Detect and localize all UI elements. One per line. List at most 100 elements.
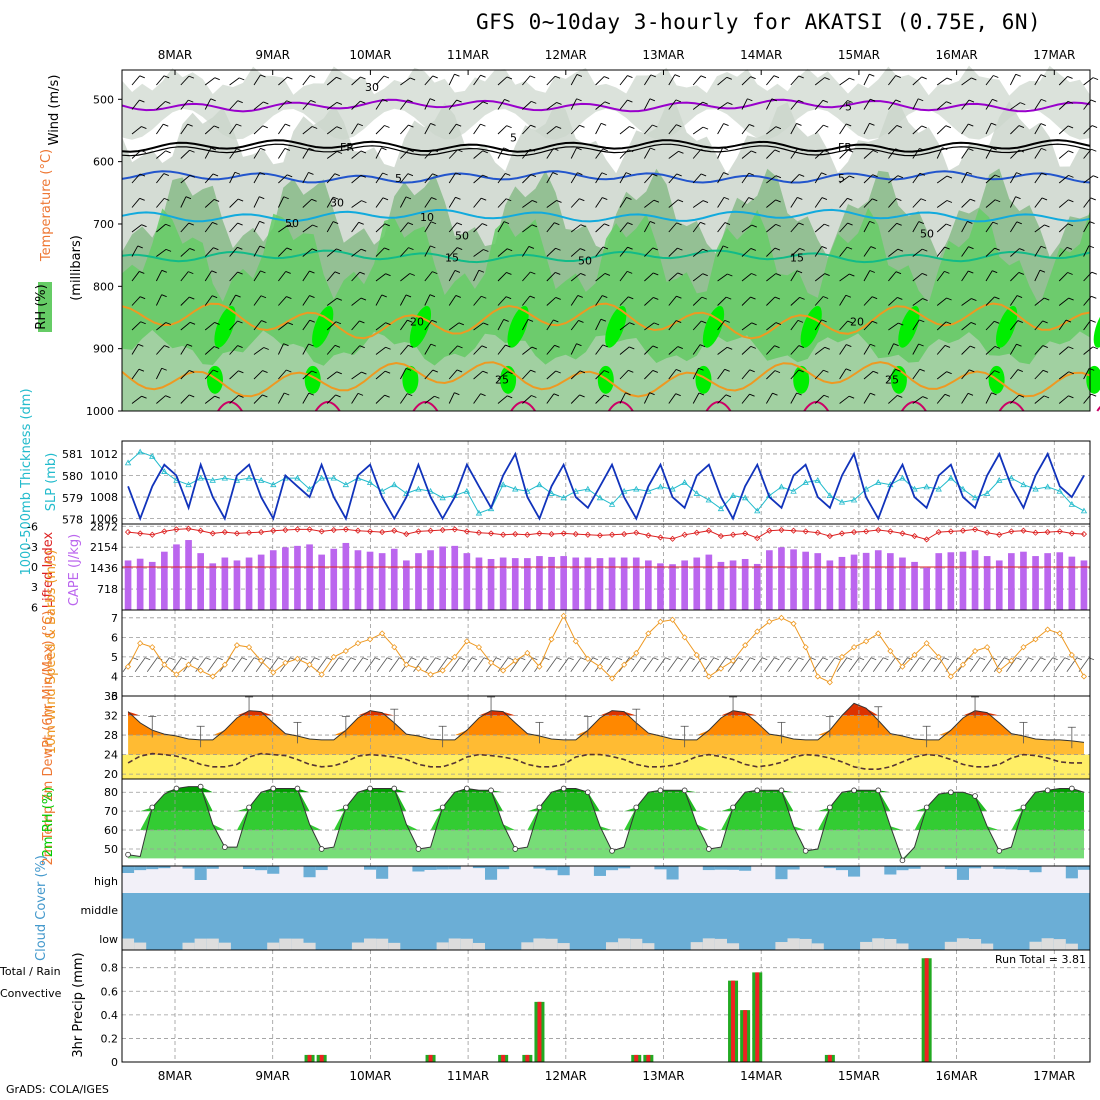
thickness-point: [1008, 474, 1015, 481]
li-tick-label: 0: [31, 561, 38, 574]
wind-barb: [375, 394, 385, 404]
wind10-barb-flag: [132, 657, 139, 661]
cape-bar: [1032, 556, 1039, 610]
wind-barb: [570, 124, 580, 135]
cloud-high-bar: [739, 866, 752, 871]
wind-barb: [985, 392, 992, 404]
wind-barb-flag: [1068, 297, 1074, 301]
wind-barb: [180, 296, 190, 306]
wind-barb: [448, 222, 458, 233]
li-point: [1056, 528, 1063, 535]
wind-barb-flag: [847, 100, 853, 103]
wind-barb-flag: [944, 270, 950, 274]
wind-barb-flag: [1016, 172, 1022, 176]
date-label-bottom: 12MAR: [545, 1069, 587, 1083]
wind10-point: [584, 655, 591, 662]
rh2m-point: [778, 787, 785, 794]
thickness-point: [741, 494, 749, 501]
wind-barb: [546, 297, 557, 306]
li-point: [391, 527, 398, 534]
wind10-barb-flag: [653, 657, 659, 661]
wind-barb-flag: [308, 392, 314, 396]
wind10-barb-flag: [447, 657, 453, 661]
wind-barb: [985, 174, 996, 184]
cloud-low-bar: [618, 938, 631, 950]
wind-barb-flag: [698, 367, 704, 371]
wind-barb: [668, 346, 679, 355]
wind-barb-flag: [506, 76, 513, 80]
wind-barb: [766, 345, 775, 355]
cape-bar: [911, 561, 918, 610]
wind-barb-flag: [1067, 272, 1073, 275]
wind-barb: [278, 322, 289, 331]
wind10-barb-flag: [1004, 657, 1010, 661]
wind10-barb: [1054, 657, 1066, 672]
wind10-point: [548, 636, 555, 643]
wind-barb: [253, 394, 263, 404]
wind-barb: [424, 294, 431, 306]
wind10-barb-flag: [387, 657, 393, 661]
wind-barb: [1010, 248, 1020, 257]
li-point: [1080, 531, 1088, 538]
wind-barb: [229, 271, 238, 282]
thickness-point: [366, 479, 374, 485]
wind-barb-flag: [237, 198, 244, 202]
wind-barb-flag: [700, 221, 706, 225]
thickness-point: [1056, 487, 1063, 494]
wind-barb: [985, 370, 995, 380]
wind10-point: [258, 657, 265, 664]
cape-bar: [584, 557, 592, 610]
wind-barb: [1034, 297, 1045, 306]
isotherm-line: [121, 302, 1091, 340]
isotherm-label: 20: [410, 316, 424, 329]
wind-barb-flag: [722, 147, 728, 151]
cloud-low-bar: [122, 938, 135, 950]
wind10-point: [802, 644, 809, 651]
rh2m-point: [222, 844, 228, 850]
date-label-top: 13MAR: [642, 48, 684, 62]
thickness-point: [911, 485, 918, 492]
wind-barb-flag: [1068, 174, 1074, 178]
wind-barb: [570, 320, 579, 331]
wind10-barb-flag: [217, 657, 223, 661]
wind-barb-flag: [722, 245, 729, 249]
li-point: [754, 535, 761, 542]
wind-barb: [131, 75, 141, 86]
wind-barb: [424, 271, 433, 282]
wind-barb: [375, 172, 383, 184]
wind-barb-flag: [237, 100, 243, 104]
wind-barb-flag: [455, 123, 462, 127]
wind-barb: [839, 77, 850, 86]
wind-barb-flag: [165, 248, 172, 252]
precip-tick-label: 0.6: [101, 985, 119, 998]
wind10-barb: [776, 657, 787, 672]
wind-barb-flag: [994, 345, 1001, 349]
wind-barb: [790, 75, 800, 86]
wind-barb-flag: [140, 150, 147, 153]
wind-barb-flag: [139, 271, 145, 274]
wind-barb: [156, 223, 166, 233]
isotherm-line: [121, 139, 1091, 153]
cloud-high-bar: [1065, 866, 1078, 879]
cloud-low-bg: [122, 893, 1090, 950]
wind-barb: [839, 368, 847, 380]
wind-barb-flag: [749, 124, 755, 127]
thickness-point: [899, 474, 906, 481]
wind-barb: [1058, 247, 1068, 257]
wind-barbs: [131, 73, 1099, 404]
thickness-point: [270, 481, 277, 488]
wind-barb-flag: [919, 368, 925, 372]
wind-barb: [1010, 272, 1020, 282]
thickness-point: [608, 501, 616, 507]
cloud-high-bar: [848, 866, 861, 877]
wind-barb: [131, 271, 140, 282]
cape-bar: [1020, 551, 1027, 610]
wind-barb: [619, 197, 627, 208]
wind-barb-flag: [188, 75, 195, 79]
wind-barb: [863, 344, 871, 355]
wind-barb-flag: [1044, 224, 1050, 228]
wind-barb-flag: [629, 346, 635, 350]
li-point: [233, 530, 241, 537]
temp-tick-label: 32: [104, 710, 118, 723]
cloud-high-bar: [969, 866, 982, 869]
